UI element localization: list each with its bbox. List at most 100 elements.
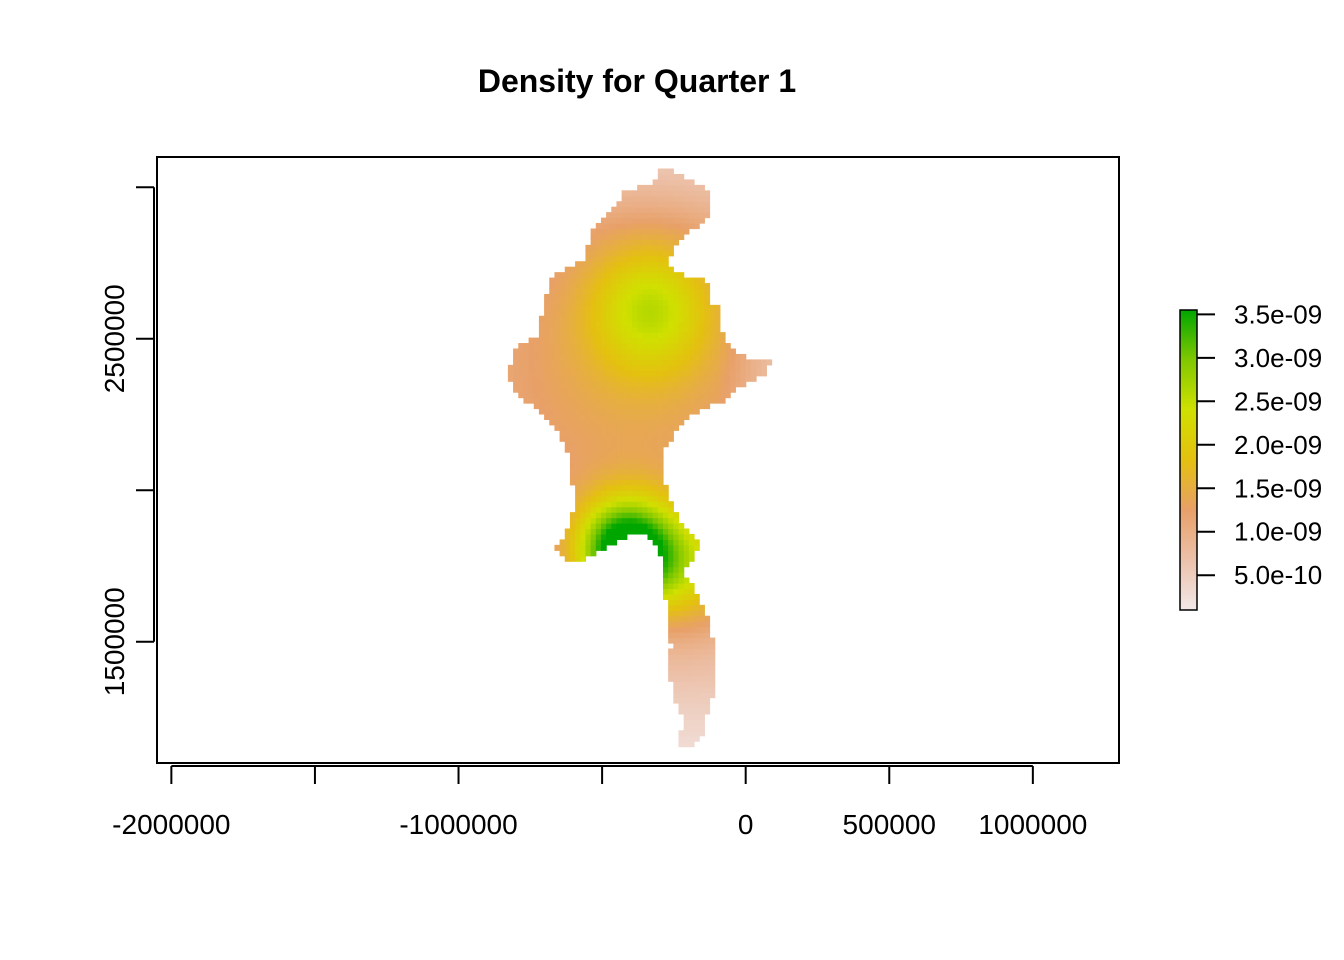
density-cell <box>678 195 685 202</box>
density-cell <box>538 321 545 328</box>
density-cell <box>652 397 659 404</box>
density-cell <box>657 223 664 230</box>
density-cell <box>662 566 669 573</box>
density-cell <box>642 266 649 273</box>
density-cell <box>626 364 633 371</box>
density-cell <box>600 310 607 317</box>
density-cell <box>518 386 525 393</box>
density-cell <box>585 435 592 442</box>
density-cell <box>683 681 690 688</box>
density-cell <box>621 255 628 262</box>
density-cell <box>575 523 581 530</box>
density-cell <box>642 468 649 475</box>
density-cell <box>637 370 643 377</box>
density-cell <box>678 735 685 742</box>
density-cell <box>642 277 649 284</box>
density-cell <box>694 610 700 617</box>
density-cell <box>694 304 700 311</box>
density-cell <box>590 293 597 301</box>
density-cell <box>668 506 674 513</box>
density-cell <box>735 353 742 360</box>
density-cell <box>647 506 654 513</box>
density-cell <box>647 348 654 355</box>
density-cell <box>575 484 581 491</box>
density-cell <box>569 403 576 410</box>
density-cell <box>637 326 643 333</box>
density-cell <box>673 670 680 677</box>
density-cell <box>683 550 690 557</box>
density-cell <box>621 463 628 470</box>
density-cell <box>673 413 680 420</box>
density-cell <box>699 206 705 213</box>
density-cell <box>600 452 607 459</box>
density-cell <box>642 392 649 399</box>
density-cell <box>683 288 690 295</box>
density-cell <box>657 375 664 382</box>
density-cell <box>595 479 602 486</box>
density-cell <box>538 359 545 366</box>
density-cell <box>668 544 674 551</box>
density-cell <box>544 343 550 350</box>
density-cell <box>699 353 705 360</box>
density-cell <box>637 195 643 202</box>
density-cell <box>621 381 628 388</box>
density-cell <box>688 604 695 611</box>
density-cell <box>611 441 618 448</box>
density-cell <box>528 381 535 388</box>
density-cell <box>528 375 535 382</box>
density-cell <box>683 599 690 606</box>
density-cell <box>668 566 674 573</box>
density-cell <box>699 626 705 633</box>
density-cell <box>725 381 731 388</box>
density-cell <box>683 692 690 699</box>
density-cell <box>647 473 654 480</box>
density-cell <box>637 392 643 399</box>
density-cell <box>704 337 711 344</box>
density-cell <box>513 353 519 360</box>
density-cell <box>518 353 525 360</box>
density-cell <box>611 364 618 371</box>
density-cell <box>662 272 669 279</box>
density-cell <box>673 381 680 388</box>
density-cell <box>647 370 654 377</box>
density-cell <box>642 228 649 235</box>
density-cell <box>688 304 695 311</box>
density-cell <box>652 179 659 186</box>
density-cell <box>580 261 587 268</box>
density-cell <box>704 304 711 311</box>
density-cell <box>533 353 540 360</box>
density-cell <box>662 413 669 420</box>
density-cell <box>683 686 690 693</box>
density-cell <box>621 375 628 382</box>
density-cell <box>590 506 597 513</box>
density-cell <box>668 670 674 677</box>
density-cell <box>657 381 664 388</box>
density-cell <box>673 277 680 284</box>
density-cell <box>585 452 592 459</box>
density-cell <box>580 555 587 562</box>
density-cell <box>678 626 685 633</box>
density-cell <box>611 392 618 399</box>
density-cell <box>533 364 540 371</box>
density-cell <box>600 370 607 377</box>
density-cell <box>631 495 638 502</box>
density-cell <box>544 370 550 377</box>
density-cell <box>683 615 690 622</box>
density-cell <box>678 708 685 715</box>
density-cell <box>642 212 649 219</box>
density-cell <box>637 321 643 328</box>
density-cell <box>694 621 700 628</box>
density-cell <box>652 217 659 224</box>
density-cell <box>647 490 654 497</box>
density-cell <box>694 544 700 551</box>
density-cell <box>590 517 597 524</box>
density-cell <box>580 473 587 480</box>
density-cell <box>611 239 618 246</box>
density-cell <box>668 375 674 382</box>
density-cell <box>662 304 669 311</box>
density-cell <box>637 233 643 241</box>
density-cell <box>688 593 695 600</box>
density-cell <box>673 697 680 704</box>
density-cell <box>683 228 690 235</box>
